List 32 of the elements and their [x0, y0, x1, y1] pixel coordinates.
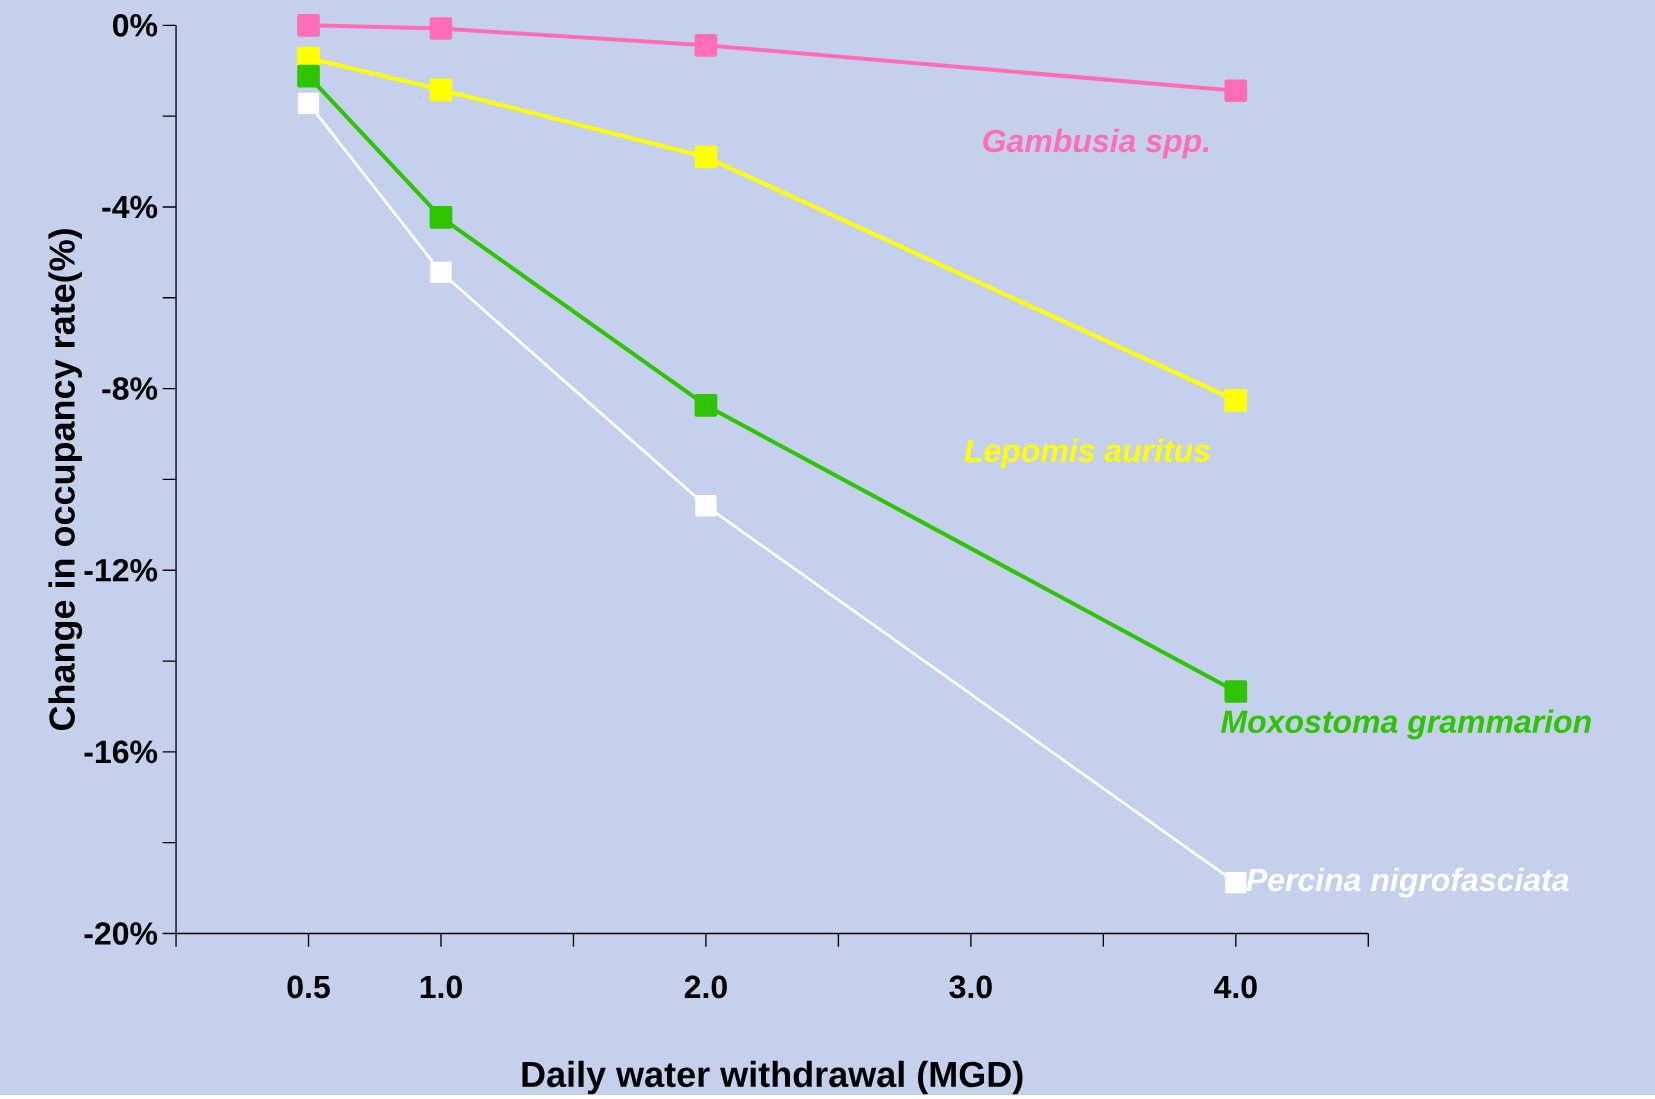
point — [297, 64, 320, 88]
x-tick-label: 4.0 — [1214, 975, 1257, 999]
y-tick-label: -8% — [102, 377, 158, 401]
series-label: Percina nigrofasciata — [1246, 867, 1569, 898]
point — [297, 92, 320, 115]
series-label: Moxostoma grammarion — [1221, 709, 1591, 740]
y-tick-label: 0% — [113, 14, 158, 37]
point — [429, 17, 453, 40]
series-label: Lepomis auritus — [964, 438, 1210, 469]
point — [695, 495, 717, 517]
point — [429, 78, 453, 102]
point — [430, 261, 452, 284]
x-tick-label: 2.0 — [684, 975, 727, 999]
point — [429, 206, 453, 229]
point — [694, 394, 718, 417]
y-tick-label: -16% — [84, 740, 158, 764]
point — [1225, 872, 1247, 894]
x-axis-title: Daily water withdrawal (MGD) — [522, 1060, 1023, 1095]
point — [1224, 680, 1248, 703]
series-label: Gambusia spp. — [983, 128, 1209, 159]
point — [1224, 389, 1248, 412]
point — [1224, 79, 1248, 103]
y-tick-label: -20% — [84, 922, 158, 945]
y-tick-label: -4% — [102, 195, 158, 219]
point — [694, 145, 718, 169]
x-tick-label: 1.0 — [420, 975, 462, 999]
point — [694, 34, 718, 57]
y-tick-label: -12% — [84, 559, 158, 582]
x-tick-label: 0.5 — [287, 975, 330, 999]
point — [297, 14, 320, 37]
x-tick-label: 3.0 — [949, 975, 992, 999]
y-axis-title: Change in occupancy rate(%) — [48, 229, 83, 731]
